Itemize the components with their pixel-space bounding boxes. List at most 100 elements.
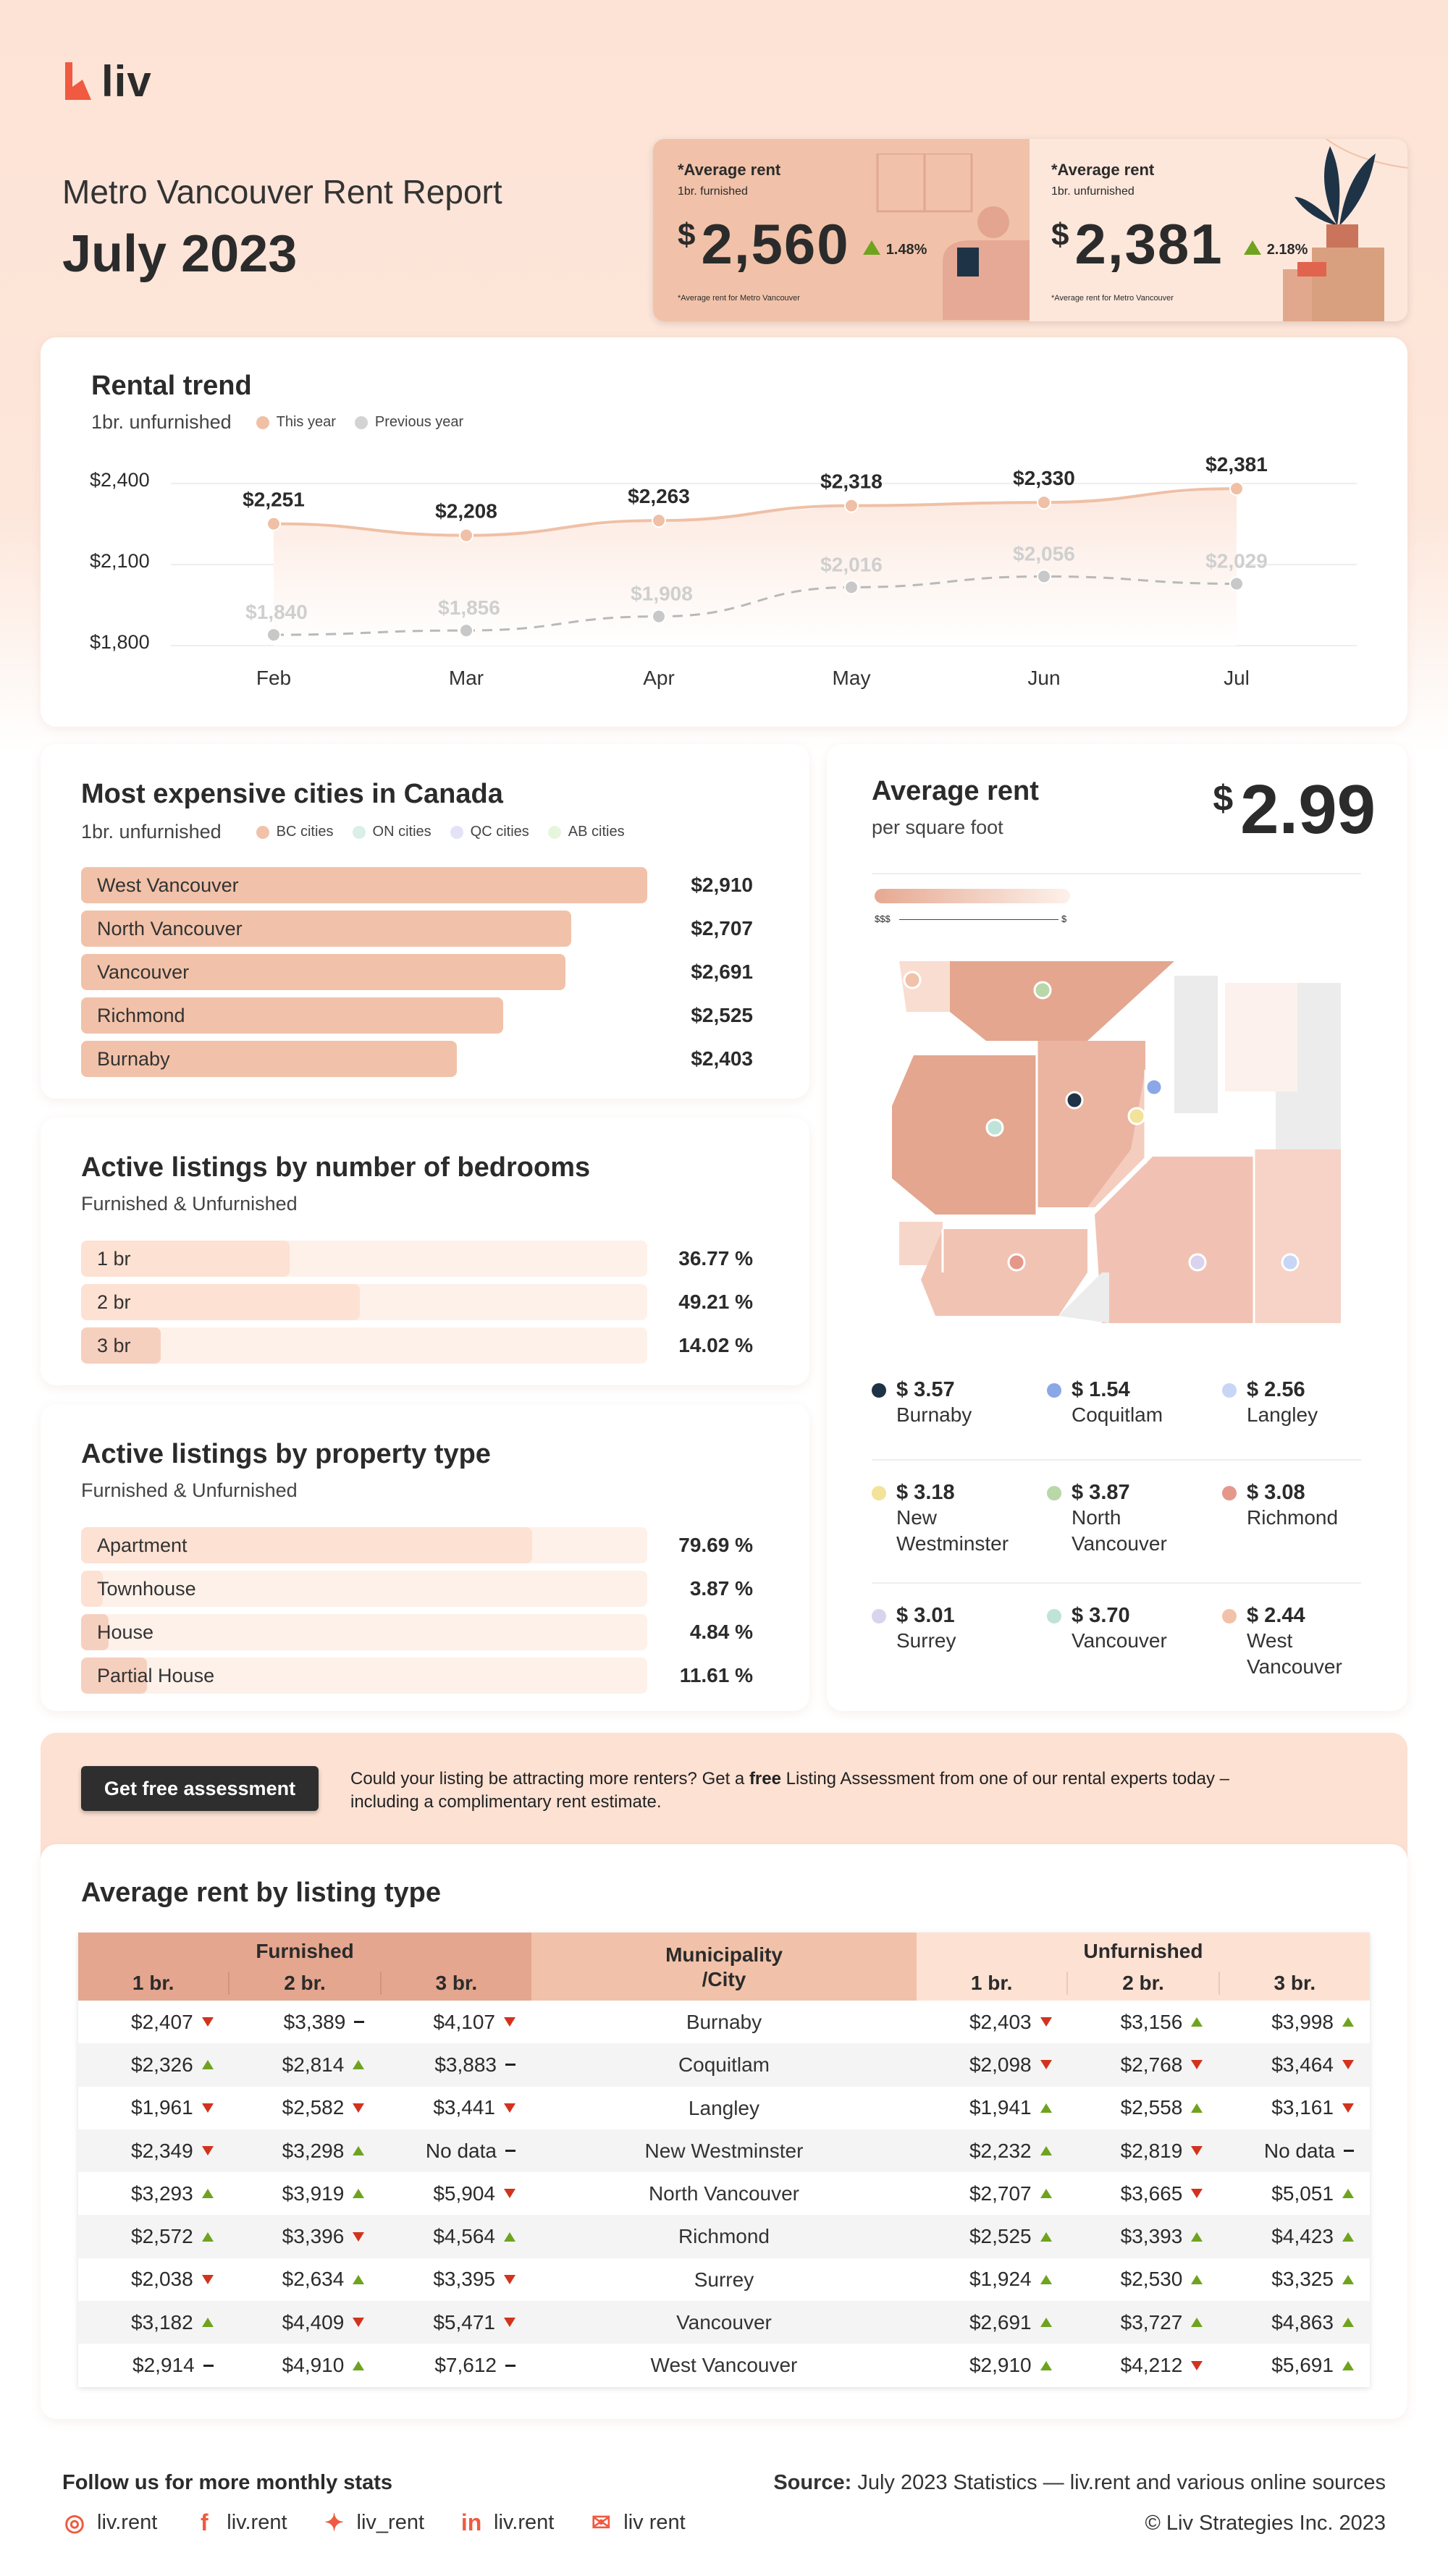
region-value: $ 1.54	[1072, 1378, 1130, 1401]
kpi-currency: $	[678, 217, 696, 253]
down-arrow-icon	[1191, 2360, 1203, 2370]
kpi-sub: 1br. furnished	[678, 185, 748, 198]
table-cell: $3,919	[230, 2172, 381, 2215]
municipality-cell: Burnaby	[686, 2011, 762, 2033]
table-cell: $2,407	[78, 2001, 230, 2043]
cell-value: $3,389	[283, 2010, 346, 2033]
this-year-point	[652, 513, 666, 528]
table-cell: $2,819	[1068, 2129, 1219, 2172]
table-cell: $2,768	[1068, 2043, 1219, 2086]
region-value: $ 3.57	[896, 1378, 955, 1401]
city-value: $2,525	[691, 1004, 753, 1026]
furnished-header: Furnished 1 br. 2 br. 3 br.	[78, 1933, 531, 2001]
kpi-value: 2,560	[701, 212, 850, 276]
cell-value: $2,572	[131, 2225, 193, 2248]
previous-year-point	[459, 623, 473, 638]
bedrooms-subtitle: Furnished & Unfurnished	[81, 1193, 298, 1215]
rent-table: Furnished 1 br. 2 br. 3 br. Municipality…	[78, 1933, 1370, 2387]
cell-value: $5,471	[433, 2310, 495, 2334]
region-marker	[1047, 1485, 1061, 1500]
x-tick-label: Apr	[643, 667, 675, 689]
cell-value: $1,961	[131, 2096, 193, 2119]
bar-track	[81, 1571, 647, 1607]
table-cell: No data	[380, 2129, 531, 2172]
kpi-panel: *Average rent 1br. furnished $ 2,560 1.4…	[653, 139, 1407, 321]
social-link[interactable]: ◎ liv.rent	[62, 2509, 157, 2536]
city-bar	[81, 1041, 457, 1077]
table-cell: $3,998	[1218, 2001, 1370, 2043]
cell-value: $2,525	[969, 2225, 1032, 2248]
report-subtitle: Metro Vancouver Rent Report	[62, 173, 502, 211]
get-free-assessment-button[interactable]: Get free assessment	[81, 1766, 319, 1811]
city-label: North Vancouver	[97, 918, 243, 939]
y-tick-label: $1,800	[90, 631, 150, 653]
social-link[interactable]: ✦ liv_rent	[322, 2509, 424, 2536]
up-arrow-icon	[1040, 2146, 1052, 2156]
city-bar	[81, 954, 565, 990]
table-cell: $4,107	[380, 2001, 531, 2043]
region-name: Surrey	[896, 1629, 956, 1652]
x-tick-label: Mar	[449, 667, 484, 689]
bar-value: 79.69 %	[678, 1534, 753, 1556]
map-legend-item: $ 3.01 Surrey	[872, 1604, 1038, 1654]
table-cell: $4,409	[230, 2301, 381, 2344]
no-change-icon	[203, 2364, 214, 2367]
municipality-cell: West Vancouver	[650, 2354, 798, 2377]
cell-value: $2,558	[1120, 2096, 1183, 2119]
cell-value: $4,423	[1271, 2225, 1334, 2248]
region-value: $ 3.18	[896, 1481, 955, 1504]
table-row: $3,293 $3,919 $5,904 North Vancouver $2,707 $…	[78, 2172, 1370, 2216]
cell-value: $2,098	[969, 2053, 1032, 2076]
social-handle: liv.rent	[494, 2510, 555, 2534]
cell-value: $5,691	[1271, 2354, 1334, 2377]
table-cell: $1,941	[917, 2087, 1068, 2129]
cities-legend: BC cities ON cities QC cities AB cities	[256, 824, 625, 840]
cell-value: $3,883	[434, 2053, 497, 2076]
city-bar	[81, 911, 571, 947]
previous-year-label: $1,908	[631, 583, 693, 605]
table-row: $2,038 $2,634 $3,395 Surrey $1,924 $2,530 $3,3…	[78, 2258, 1370, 2302]
this-year-point	[1037, 495, 1051, 510]
table-cell: $2,558	[1068, 2087, 1219, 2129]
up-arrow-icon	[1342, 2318, 1354, 2328]
trend-subtitle: 1br. unfurnished	[91, 411, 232, 433]
liv-logo[interactable]: liv	[62, 56, 152, 106]
legend-item: AB cities	[547, 824, 625, 840]
map-legend-item: $ 1.54 Coquitlam	[1047, 1378, 1213, 1428]
trend-title: Rental trend	[91, 371, 252, 401]
cell-value: $4,212	[1120, 2354, 1183, 2377]
up-arrow-icon	[201, 2318, 214, 2328]
up-arrow-icon	[1342, 2231, 1354, 2242]
up-arrow-icon	[353, 2360, 365, 2370]
up-arrow-icon	[353, 2189, 365, 2199]
no-change-icon	[505, 2150, 515, 2153]
municipality-cell: New Westminster	[644, 2139, 804, 2162]
divider	[872, 1582, 1361, 1584]
this-year-label: $2,251	[243, 489, 305, 511]
brand-name: liv	[101, 57, 152, 106]
bar-fill	[81, 1614, 109, 1650]
up-arrow-icon	[1040, 2189, 1052, 2199]
up-arrow-icon	[1040, 2231, 1052, 2242]
property-type-card: Active listings by property type Furnish…	[41, 1404, 809, 1711]
table-row: $2,572 $3,396 $4,564 Richmond $2,525 $3,393 $4…	[78, 2215, 1370, 2258]
x-tick-label: Jun	[1027, 667, 1060, 689]
social-link[interactable]: ✉ liv rent	[589, 2509, 686, 2536]
social-link[interactable]: f liv.rent	[192, 2509, 287, 2536]
this-year-line	[273, 487, 1237, 537]
social-link[interactable]: in liv.rent	[459, 2509, 554, 2536]
legend-swatch	[256, 415, 269, 429]
city-value: $2,403	[691, 1047, 753, 1070]
cell-value: $1,924	[969, 2268, 1032, 2291]
twitter-icon: ✦	[324, 2509, 344, 2535]
map-legend-item: $ 3.18 New Westminster	[872, 1481, 1038, 1558]
legend-item: ON cities	[352, 824, 432, 840]
cell-value: $5,904	[433, 2182, 495, 2205]
previous-year-point	[1037, 569, 1051, 584]
legend-item: This year	[256, 414, 336, 431]
bar-fill	[81, 1571, 103, 1607]
region-marker	[1222, 1608, 1237, 1623]
rent-per-sqft-card: Average rent per square foot $ 2.99 $$$ …	[827, 744, 1407, 1711]
city-value: $2,910	[691, 874, 753, 896]
legend-item: QC cities	[450, 824, 529, 840]
